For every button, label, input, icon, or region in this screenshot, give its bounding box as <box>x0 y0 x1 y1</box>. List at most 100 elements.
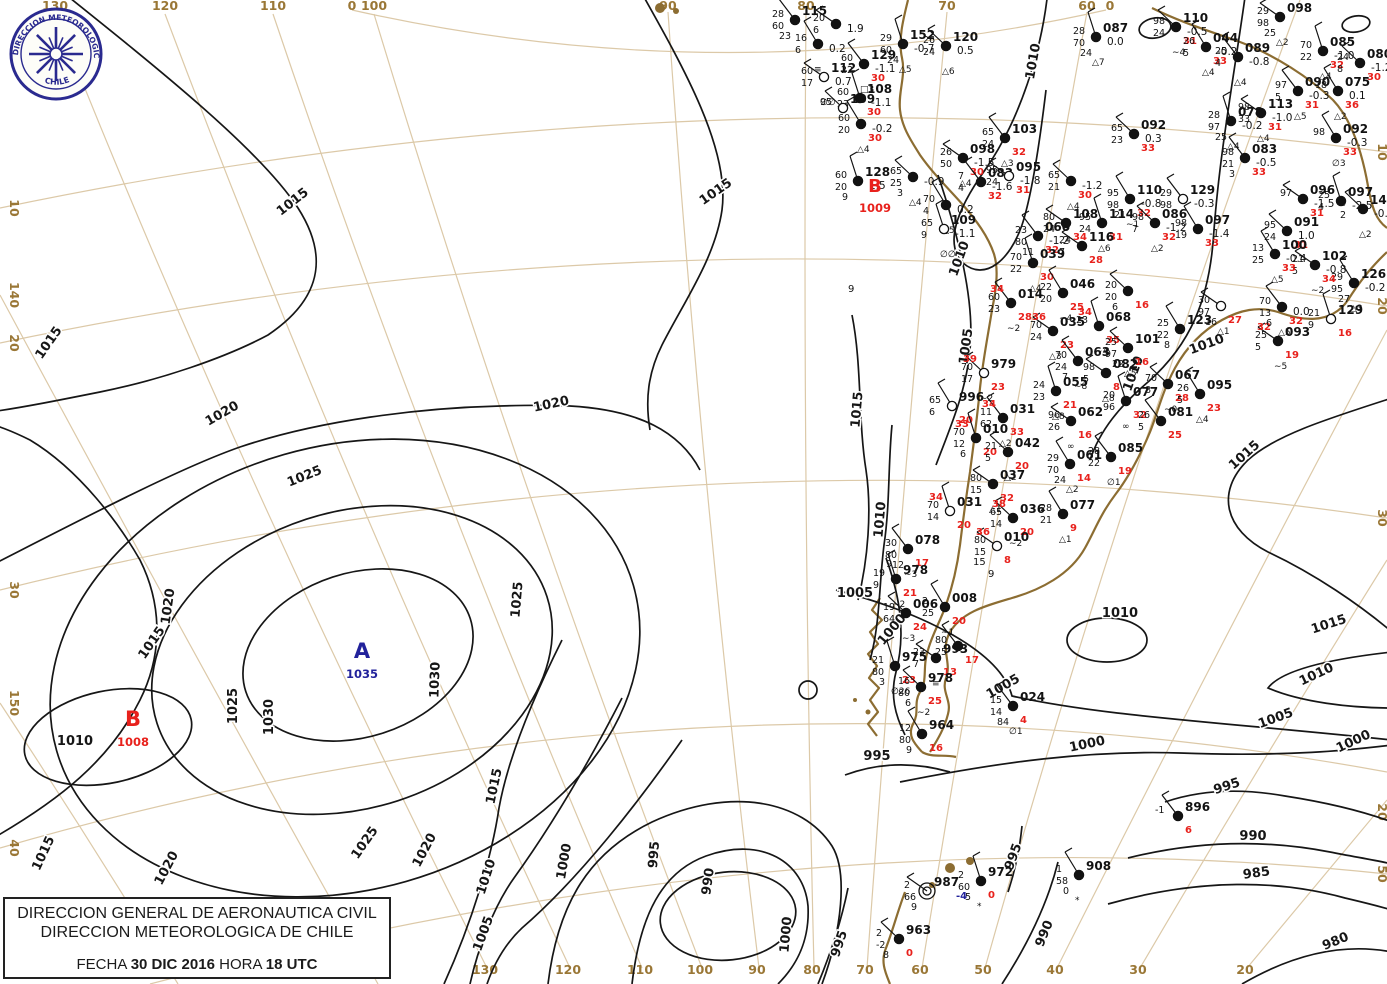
station-wx-glyph: △2 <box>1359 230 1372 240</box>
station-plot: 082 8 985 △8 <box>1083 354 1138 404</box>
station-red-value: 32 <box>1133 410 1147 421</box>
station-pressure: 031 <box>1010 402 1035 416</box>
station-red-value-2: 38 <box>992 499 1006 510</box>
station-plot: 110-0.5319824∼4 <box>1153 5 1208 58</box>
station-circle <box>1090 31 1102 43</box>
station-small-number: 65 <box>1111 123 1123 134</box>
wind-barb-tick <box>1294 246 1303 252</box>
station-small-number: 13 <box>1259 308 1271 319</box>
wind-barb-tick <box>902 665 911 671</box>
station-small-number: 80 <box>974 535 986 546</box>
station-red-value: 33 <box>1213 56 1227 67</box>
station-small-number: 98 <box>1257 18 1269 29</box>
graticule-label: 0 <box>348 0 357 13</box>
station-red-value: 20 <box>983 447 997 458</box>
graticule-line <box>164 13 571 969</box>
station-wx-glyph: △5 <box>1124 369 1137 379</box>
station-small-number: 65 <box>982 127 994 138</box>
station-red-value: 16 <box>929 743 943 754</box>
wind-barb-tick <box>1115 112 1124 118</box>
station-small-number: 22 <box>841 65 853 76</box>
station-tendency: -0.8 <box>1326 264 1347 276</box>
station-small-number: 13 <box>1252 243 1264 254</box>
isobar <box>0 0 318 412</box>
station-pressure: 092 <box>1343 122 1368 136</box>
wind-barb-tick <box>803 16 812 22</box>
station-small-number: 6 <box>1112 302 1118 313</box>
station-small-number: 65 <box>890 166 902 177</box>
station-circle <box>854 92 866 104</box>
station-small-number: 24 <box>982 139 994 150</box>
graticule-label: 50 <box>1375 865 1387 883</box>
station-pressure: 128 <box>865 165 890 179</box>
station-circle <box>930 652 942 664</box>
station-small-number: 6 <box>905 698 911 709</box>
station-red-value: 33 <box>1141 143 1155 154</box>
station-red-value: 32 <box>1000 493 1014 504</box>
wind-barb-tick <box>1045 204 1054 210</box>
station-pressure: 036 <box>1020 502 1045 516</box>
station-small-number: 14 <box>927 512 939 523</box>
wind-barb-tick <box>1221 31 1230 37</box>
station-pressure: 046 <box>1070 277 1095 291</box>
station-small-number: 80 <box>935 635 947 646</box>
wind-barb-tick <box>1314 21 1323 27</box>
station-circle <box>1065 175 1077 187</box>
station-small-number: 60 <box>801 66 813 77</box>
station-circle <box>999 132 1011 144</box>
station-small-number: 2 <box>1340 210 1346 221</box>
isobar <box>869 424 893 661</box>
station-small-number: 62 <box>980 419 992 430</box>
station-small-number: 25 <box>1215 132 1227 143</box>
fecha-label: FECHA <box>76 956 131 973</box>
station-small-number: 24 <box>923 47 935 58</box>
station-small-number: 21 <box>1292 254 1304 265</box>
station-small-number: 7 <box>958 171 964 182</box>
wind-barb-tick <box>1024 233 1033 239</box>
station-circle <box>1122 285 1134 297</box>
island <box>673 8 679 14</box>
station-red-value: 32 <box>1330 60 1344 71</box>
wind-barb-tick <box>1055 436 1064 442</box>
station-red-value-2: 39 <box>963 354 977 365</box>
station-circle <box>1332 85 1344 97</box>
station-small-number: 60 <box>837 87 849 98</box>
station-small-number: 58 <box>1056 876 1068 887</box>
wind-barb-tick <box>1047 361 1056 367</box>
station-small-number: 20 <box>838 125 850 136</box>
wind-barb-tick <box>1191 19 1200 25</box>
station-small-number: 28 <box>772 9 784 20</box>
station-pressure: 100 <box>1282 238 1307 252</box>
date-value: 30 DIC 2016 <box>130 956 215 973</box>
wind-barb-tick <box>1061 227 1070 233</box>
station-small-number: 96 <box>1103 402 1115 413</box>
isobar-label: 995 <box>646 841 663 869</box>
station-wx-glyph: △2 <box>1334 112 1347 122</box>
station-small-number: 6 <box>795 45 801 56</box>
station-pressure: 060 <box>1045 220 1070 234</box>
station-pressure: 113 <box>1268 97 1293 111</box>
station-wx-glyph: △3 <box>1049 352 1062 362</box>
station-red-value: 13 <box>943 667 957 678</box>
station-small-number: 24 <box>1264 232 1276 243</box>
station-wx-glyph: △5 <box>1271 275 1284 285</box>
station-small-number: 60 <box>772 21 784 32</box>
station-pressure: 896 <box>1185 800 1210 814</box>
isobar-label: 1030 <box>262 699 277 735</box>
station-tendency: -0.7 <box>914 43 935 55</box>
isobar <box>547 800 843 984</box>
station-small-number: 5 <box>1183 48 1189 59</box>
station-circle <box>1027 257 1039 269</box>
station-red-value: 0 <box>988 890 995 901</box>
